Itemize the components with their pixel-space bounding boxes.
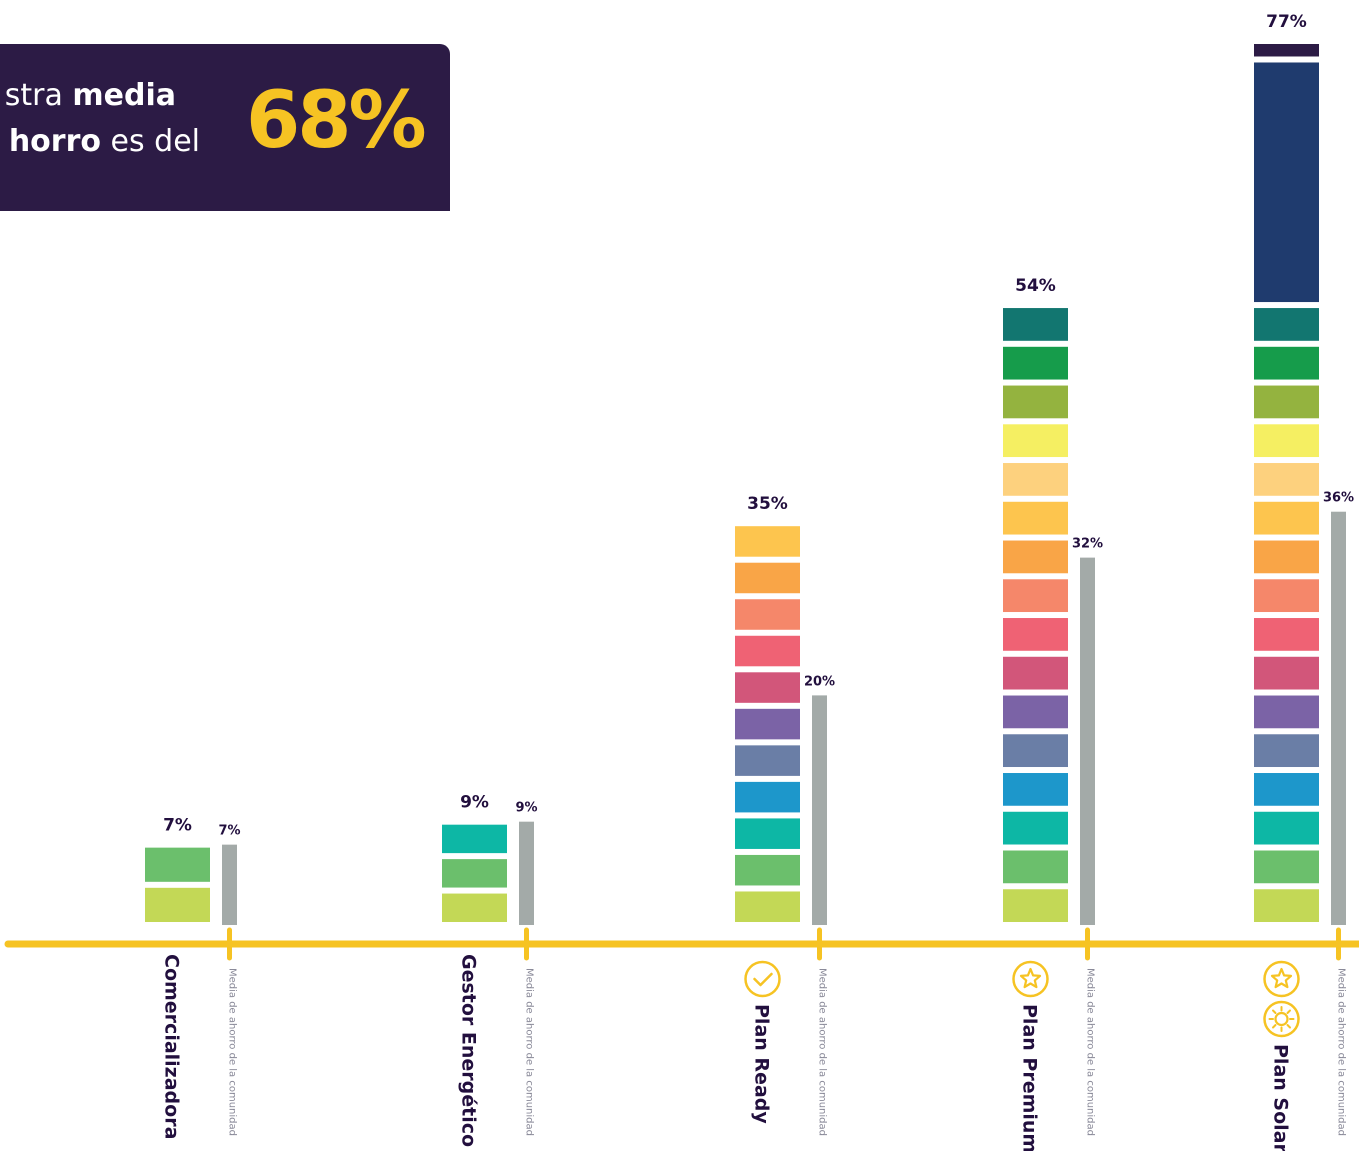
average-bar xyxy=(1080,557,1095,925)
sun-ray xyxy=(1286,1009,1291,1014)
bar-value-label: 35% xyxy=(747,494,788,514)
category-label: Gestor Energético xyxy=(458,954,480,1147)
sun-icon xyxy=(1263,1000,1300,1038)
bar-segment xyxy=(1254,618,1319,651)
bar-segment xyxy=(442,893,507,922)
bar-segment xyxy=(1003,773,1068,806)
category-label: Plan Solar xyxy=(1270,1044,1292,1151)
bar-segment xyxy=(735,781,800,813)
bar-segment xyxy=(1254,773,1319,806)
sun-ray xyxy=(1272,1024,1277,1029)
average-bar xyxy=(519,821,534,925)
average-value-label: 32% xyxy=(1072,537,1103,552)
bar-segment xyxy=(1003,424,1068,458)
bar-segment xyxy=(1254,734,1319,768)
bar-segment xyxy=(1003,656,1068,690)
bar-value-label: 7% xyxy=(163,816,192,836)
bar-segment xyxy=(1003,811,1068,845)
banner-line-2: horro es del xyxy=(9,124,200,159)
bar-segment xyxy=(1003,850,1068,884)
sun-core xyxy=(1274,1011,1289,1027)
bar-segment xyxy=(735,891,800,922)
bar-segment xyxy=(1003,579,1068,613)
bar-segment xyxy=(1254,811,1319,845)
bar-segment xyxy=(1254,424,1319,458)
average-value-label: 20% xyxy=(804,674,835,689)
bar-segment xyxy=(1254,463,1319,496)
sun-ray xyxy=(1286,1024,1291,1029)
bar-segment xyxy=(1003,385,1068,419)
average-axis-label: Media de ahorro de la comunidad xyxy=(1336,968,1347,1136)
bar-segment xyxy=(735,599,800,630)
bar-segment xyxy=(1254,62,1319,303)
average-bar xyxy=(812,695,827,925)
bar-segment xyxy=(1254,44,1319,57)
bar-segment xyxy=(735,635,800,667)
bar-segment xyxy=(1254,695,1319,729)
bar-segment xyxy=(442,859,507,888)
bar-segment xyxy=(1003,346,1068,380)
bar-segment xyxy=(442,824,507,854)
bar-segment xyxy=(735,745,800,776)
bar-value-label: 54% xyxy=(1015,276,1056,296)
bar-segment xyxy=(1254,308,1319,341)
star-icon xyxy=(1263,960,1300,998)
bar-segment xyxy=(145,887,210,922)
bar-segment xyxy=(1003,889,1068,922)
average-savings-banner: stra media horro es del 68% xyxy=(0,44,450,211)
average-axis-label: Media de ahorro de la comunidad xyxy=(1085,968,1096,1136)
bar-segment xyxy=(1003,463,1068,496)
bar-segment xyxy=(1003,695,1068,729)
bar-segment xyxy=(735,854,800,886)
banner-line-2-bold: horro xyxy=(8,124,101,159)
bar-segment xyxy=(1254,501,1319,535)
banner-line-1-bold: media xyxy=(72,78,176,113)
bar-value-label: 77% xyxy=(1266,12,1307,32)
bar-segment xyxy=(1003,540,1068,574)
bar-segment xyxy=(1254,385,1319,419)
bar-segment xyxy=(735,818,800,849)
bar-segment xyxy=(1003,618,1068,651)
average-axis-label: Media de ahorro de la comunidad xyxy=(524,968,535,1136)
average-axis-label: Media de ahorro de la comunidad xyxy=(817,968,828,1136)
banner-line-1-regular: stra xyxy=(4,78,73,113)
bar-segment xyxy=(1003,501,1068,535)
sun-ray xyxy=(1272,1009,1277,1014)
bar-segment xyxy=(1254,346,1319,380)
star-icon xyxy=(1012,960,1049,998)
star-shape xyxy=(1019,967,1042,989)
bar-segment xyxy=(1003,734,1068,768)
bar-segment xyxy=(1254,889,1319,922)
category-label: Plan Ready xyxy=(751,1004,773,1124)
average-savings-value: 68% xyxy=(246,76,427,166)
bar-segment xyxy=(1003,308,1068,341)
category-label: Comercializadora xyxy=(161,954,183,1139)
average-value-label: 7% xyxy=(218,824,240,839)
check-mark xyxy=(753,972,773,987)
bar-segment xyxy=(735,708,800,740)
bar-segment xyxy=(735,672,800,703)
bar-segment xyxy=(145,847,210,882)
banner-line-2-regular: es del xyxy=(101,124,200,159)
average-bar xyxy=(222,844,237,925)
average-value-label: 9% xyxy=(515,801,537,816)
average-bar xyxy=(1331,511,1346,925)
average-value-label: 36% xyxy=(1323,491,1354,506)
category-label: Plan Premium xyxy=(1019,1004,1041,1151)
banner-line-1: stra media xyxy=(5,78,176,113)
bar-segment xyxy=(1254,540,1319,574)
bar-segment xyxy=(1254,656,1319,690)
bar-value-label: 9% xyxy=(460,793,489,813)
bar-segment xyxy=(1254,579,1319,613)
bar-segment xyxy=(735,526,800,557)
average-axis-label: Media de ahorro de la comunidad xyxy=(227,968,238,1136)
bar-segment xyxy=(735,562,800,594)
bar-segment xyxy=(1254,850,1319,884)
check-icon xyxy=(744,960,781,998)
star-shape xyxy=(1270,967,1293,989)
